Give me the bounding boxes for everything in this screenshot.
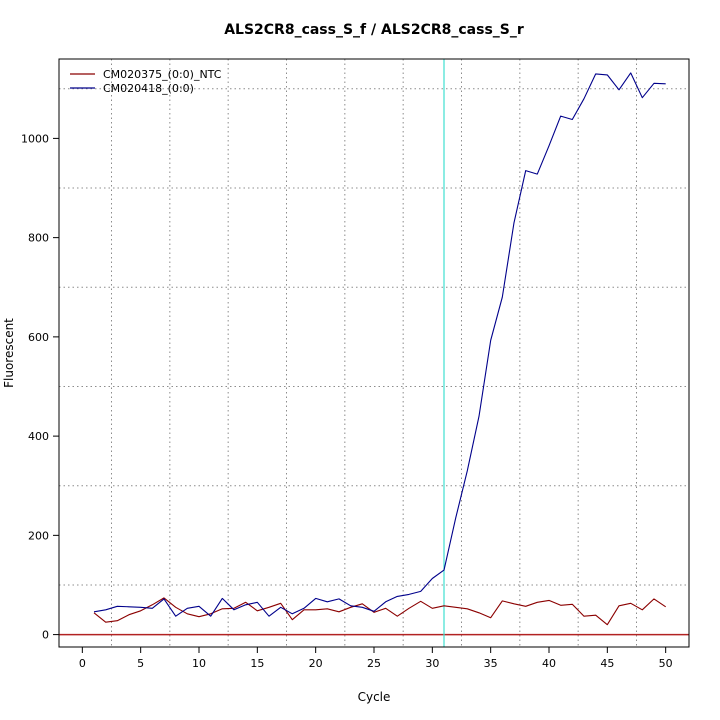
x-tick-label: 35 [484, 657, 498, 670]
y-tick-label: 1000 [21, 132, 49, 145]
x-axis-label: Cycle [358, 690, 391, 704]
y-axis: 0 200 400 600 800 1000 [21, 132, 60, 642]
series-line-1 [93, 597, 667, 626]
series-lines [93, 72, 667, 626]
y-tick-label: 200 [28, 529, 49, 542]
y-axis-label: Fluorescent [2, 318, 16, 388]
legend-label-1: CM020375_(0:0)_NTC [103, 68, 222, 81]
y-tick-label: 400 [28, 430, 49, 443]
chart-title: ALS2CR8_cass_S_f / ALS2CR8_cass_S_r [224, 22, 524, 38]
x-tick-label: 5 [137, 657, 144, 670]
y-tick-label: 600 [28, 331, 49, 344]
reference-lines [59, 59, 689, 647]
x-tick-label: 15 [250, 657, 264, 670]
x-axis: 0 5 10 15 20 25 30 35 40 45 50 [79, 646, 673, 670]
x-tick-label: 20 [309, 657, 323, 670]
x-tick-label: 45 [600, 657, 614, 670]
series-line-2 [93, 72, 666, 617]
y-tick-label: 800 [28, 232, 49, 245]
x-tick-label: 30 [425, 657, 439, 670]
grid-lines [59, 59, 689, 647]
legend-label-2: CM020418_(0:0) [103, 82, 194, 95]
x-tick-label: 10 [192, 657, 206, 670]
x-tick-label: 50 [659, 657, 673, 670]
x-tick-label: 25 [367, 657, 381, 670]
x-tick-label: 0 [79, 657, 86, 670]
x-tick-label: 40 [542, 657, 556, 670]
y-tick-label: 0 [42, 629, 49, 642]
